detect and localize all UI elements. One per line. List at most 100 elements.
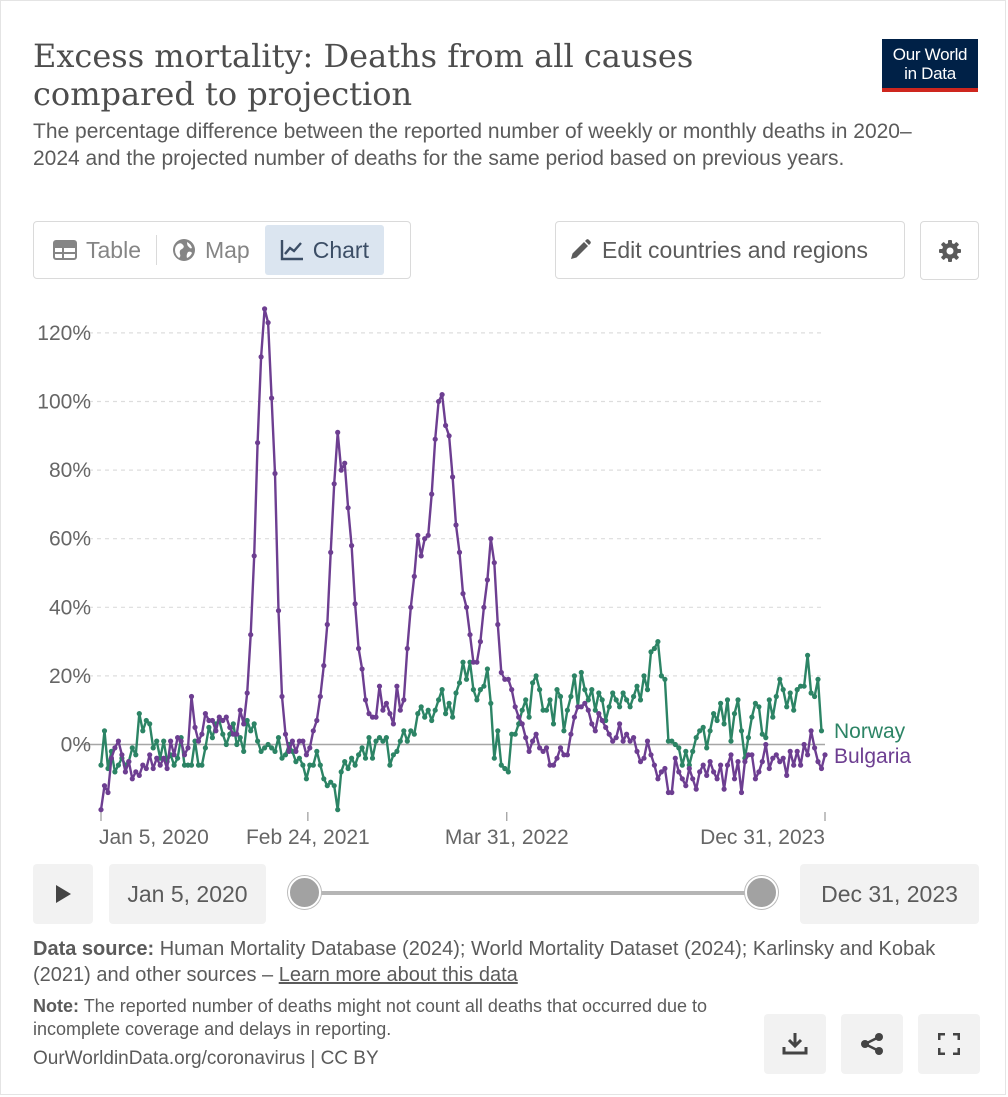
norway-point[interactable] [369,755,376,761]
bulgaria-point[interactable] [707,759,713,765]
norway-point[interactable] [571,673,578,679]
norway-point[interactable] [460,659,466,665]
download-button[interactable] [764,1014,826,1074]
norway-point[interactable] [188,762,195,768]
bulgaria-point[interactable] [171,752,177,758]
bulgaria-point[interactable] [168,738,174,744]
norway-point[interactable] [359,745,365,751]
bulgaria-point[interactable] [519,721,525,727]
bulgaria-point[interactable] [634,748,640,755]
norway-point[interactable] [578,669,584,676]
norway-point[interactable] [749,714,755,720]
bulgaria-point[interactable] [644,738,651,744]
norway-point[interactable] [415,711,421,717]
bulgaria-point[interactable] [133,769,139,775]
bulgaria-point[interactable] [129,776,135,782]
bulgaria-point[interactable] [429,491,435,497]
norway-point[interactable] [631,693,637,700]
settings-button[interactable] [920,221,979,280]
norway-point[interactable] [613,697,619,703]
bulgaria-point[interactable] [300,738,306,744]
norway-point[interactable] [387,762,393,768]
bulgaria-point[interactable] [279,693,285,700]
bulgaria-point[interactable] [199,731,205,737]
bulgaria-point[interactable] [439,392,445,398]
bulgaria-point[interactable] [140,762,146,768]
norway-point[interactable] [543,707,550,713]
bulgaria-point[interactable] [317,693,323,700]
bulgaria-point[interactable] [512,704,518,710]
bulgaria-point[interactable] [275,608,282,614]
tab-table[interactable]: Table [38,225,156,275]
bulgaria-point[interactable] [756,769,762,775]
bulgaria-point[interactable] [550,762,557,768]
norway-point[interactable] [488,700,494,706]
norway-point[interactable] [300,762,306,768]
norway-point[interactable] [456,680,463,686]
norway-point[interactable] [335,807,341,813]
bulgaria-point[interactable] [637,759,644,765]
norway-point[interactable] [272,748,278,755]
norway-point[interactable] [133,752,139,758]
bulgaria-point[interactable] [738,789,745,796]
bulgaria-point[interactable] [627,738,633,744]
norway-point[interactable] [818,728,825,734]
norway-point[interactable] [317,762,323,768]
bulgaria-point[interactable] [818,765,825,772]
bulgaria-point[interactable] [798,762,804,768]
norway-point[interactable] [627,704,633,710]
bulgaria-point[interactable] [422,536,428,542]
bulgaria-point[interactable] [401,697,407,703]
bulgaria-point[interactable] [498,669,504,676]
bulgaria-point[interactable] [164,765,170,772]
norway-point[interactable] [376,735,383,741]
bulgaria-point[interactable] [759,759,765,765]
norway-point[interactable] [411,731,417,737]
bulgaria-point[interactable] [777,759,783,765]
bulgaria-point[interactable] [161,755,167,761]
norway-point[interactable] [568,693,574,700]
norway-point[interactable] [564,707,571,713]
bulgaria-point[interactable] [516,714,522,720]
bulgaria-point[interactable] [787,748,793,755]
bulgaria-point[interactable] [269,395,275,401]
norway-point[interactable] [519,707,525,713]
bulgaria-point[interactable] [585,707,591,713]
norway-point[interactable] [296,755,302,761]
bulgaria-point[interactable] [359,666,365,672]
bulgaria-point[interactable] [578,704,584,710]
bulgaria-point[interactable] [700,762,706,768]
bulgaria-point[interactable] [328,549,334,556]
norway-point[interactable] [662,676,668,682]
bulgaria-point[interactable] [822,752,828,758]
norway-point[interactable] [679,762,685,768]
norway-point[interactable] [537,687,543,693]
bulgaria-point[interactable] [728,752,734,758]
bulgaria-point[interactable] [394,683,400,689]
bulgaria-point[interactable] [613,735,619,741]
bulgaria-point[interactable] [794,748,800,755]
bulgaria-point[interactable] [679,776,685,782]
norway-point[interactable] [676,745,682,751]
bulgaria-point[interactable] [564,752,571,758]
bulgaria-point[interactable] [662,765,668,772]
norway-point[interactable] [617,704,623,710]
norway-point[interactable] [418,704,424,710]
bulgaria-point[interactable] [718,762,724,768]
bulgaria-point[interactable] [780,755,786,761]
bulgaria-point[interactable] [154,755,160,761]
timeline-start-date[interactable]: Jan 5, 2020 [109,864,266,924]
bulgaria-point[interactable] [220,717,226,724]
norway-point[interactable] [634,683,640,689]
norway-point[interactable] [206,724,212,731]
norway-point[interactable] [463,676,470,682]
bulgaria-point[interactable] [610,738,616,744]
norway-point[interactable] [470,687,476,693]
bulgaria-point[interactable] [248,632,254,638]
bulgaria-point[interactable] [303,752,309,758]
norway-point[interactable] [505,769,511,775]
bulgaria-point[interactable] [362,697,369,703]
bulgaria-point[interactable] [742,759,748,765]
bulgaria-point[interactable] [432,436,438,442]
bulgaria-point[interactable] [543,745,550,751]
